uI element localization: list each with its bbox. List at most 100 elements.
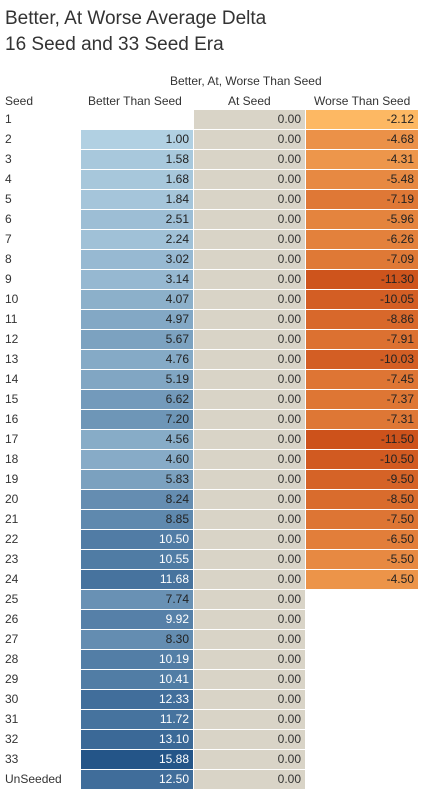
worse-value: -2.12 (306, 110, 418, 129)
at-value: 0.00 (194, 110, 305, 129)
at-value: 0.00 (194, 550, 305, 569)
worse-value: -7.31 (306, 410, 418, 429)
table-row: 33 15.88 0.00 (0, 750, 421, 770)
at-value: 0.00 (194, 210, 305, 229)
table-row: 8 3.02 0.00 -7.09 (0, 250, 421, 270)
at-value: 0.00 (194, 530, 305, 549)
worse-value: -10.50 (306, 450, 418, 469)
worse-value: -7.19 (306, 190, 418, 209)
better-value: 3.02 (81, 250, 193, 269)
seed-label: 26 (5, 612, 19, 626)
table-row: 6 2.51 0.00 -5.96 (0, 210, 421, 230)
at-value: 0.00 (194, 450, 305, 469)
at-value: 0.00 (194, 490, 305, 509)
better-value: 5.19 (81, 370, 193, 389)
seed-label: 10 (5, 292, 19, 306)
worse-value: -8.86 (306, 310, 418, 329)
at-value: 0.00 (194, 350, 305, 369)
at-value: 0.00 (194, 770, 305, 789)
at-value: 0.00 (194, 310, 305, 329)
worse-value: -5.50 (306, 550, 418, 569)
worse-value: -6.26 (306, 230, 418, 249)
at-value: 0.00 (194, 590, 305, 609)
worse-value: -7.37 (306, 390, 418, 409)
column-header-better: Better Than Seed (88, 94, 182, 108)
seed-label: 24 (5, 572, 19, 586)
worse-value: -4.68 (306, 130, 418, 149)
better-value: 10.41 (81, 670, 193, 689)
at-value: 0.00 (194, 130, 305, 149)
seed-label: 1 (5, 112, 12, 126)
table-row: 28 10.19 0.00 (0, 650, 421, 670)
seed-label: 28 (5, 652, 19, 666)
table-row: 24 11.68 0.00 -4.50 (0, 570, 421, 590)
at-value: 0.00 (194, 330, 305, 349)
better-value: 4.56 (81, 430, 193, 449)
worse-value: -5.48 (306, 170, 418, 189)
better-value: 4.76 (81, 350, 193, 369)
table-row: 19 5.83 0.00 -9.50 (0, 470, 421, 490)
seed-label: 25 (5, 592, 19, 606)
seed-label: 2 (5, 132, 12, 146)
better-value: 8.85 (81, 510, 193, 529)
at-value: 0.00 (194, 370, 305, 389)
seed-label: 17 (5, 432, 19, 446)
table-row: 25 7.74 0.00 (0, 590, 421, 610)
at-value: 0.00 (194, 430, 305, 449)
seed-label: 23 (5, 552, 19, 566)
chart-title: Better, At Worse Average Delta (5, 8, 267, 29)
worse-value: -6.50 (306, 530, 418, 549)
at-value: 0.00 (194, 390, 305, 409)
at-value: 0.00 (194, 410, 305, 429)
at-value: 0.00 (194, 670, 305, 689)
table-row: UnSeeded 12.50 0.00 (0, 770, 421, 790)
seed-label: 33 (5, 752, 19, 766)
better-value: 4.97 (81, 310, 193, 329)
seed-label: 31 (5, 712, 19, 726)
table-row: 11 4.97 0.00 -8.86 (0, 310, 421, 330)
worse-value: -4.50 (306, 570, 418, 589)
table-row: 10 4.07 0.00 -10.05 (0, 290, 421, 310)
table-row: 3 1.58 0.00 -4.31 (0, 150, 421, 170)
seed-label: 14 (5, 372, 19, 386)
seed-label: 12 (5, 332, 19, 346)
worse-value: -7.91 (306, 330, 418, 349)
seed-label: 29 (5, 672, 19, 686)
better-value: 9.92 (81, 610, 193, 629)
better-value: 2.24 (81, 230, 193, 249)
table-row: 29 10.41 0.00 (0, 670, 421, 690)
column-header-at: At Seed (228, 94, 271, 108)
seed-label: 20 (5, 492, 19, 506)
worse-value: -5.96 (306, 210, 418, 229)
seed-label: UnSeeded (5, 772, 62, 786)
better-value: 6.62 (81, 390, 193, 409)
seed-label: 7 (5, 232, 12, 246)
column-group-header-label: Better, At, Worse Than Seed (170, 74, 322, 88)
at-value: 0.00 (194, 750, 305, 769)
table-row: 20 8.24 0.00 -8.50 (0, 490, 421, 510)
seed-label: 4 (5, 172, 12, 186)
worse-value: -7.45 (306, 370, 418, 389)
seed-label: 19 (5, 472, 19, 486)
seed-label: 27 (5, 632, 19, 646)
table-row: 31 11.72 0.00 (0, 710, 421, 730)
worse-value: -4.31 (306, 150, 418, 169)
at-value: 0.00 (194, 270, 305, 289)
worse-value: -11.50 (306, 430, 418, 449)
table-row: 26 9.92 0.00 (0, 610, 421, 630)
better-value: 10.55 (81, 550, 193, 569)
seed-label: 9 (5, 272, 12, 286)
table-row: 22 10.50 0.00 -6.50 (0, 530, 421, 550)
better-value: 7.20 (81, 410, 193, 429)
better-value: 4.07 (81, 290, 193, 309)
better-value: 1.58 (81, 150, 193, 169)
at-value: 0.00 (194, 570, 305, 589)
at-value: 0.00 (194, 610, 305, 629)
table-row: 4 1.68 0.00 -5.48 (0, 170, 421, 190)
better-value: 8.30 (81, 630, 193, 649)
at-value: 0.00 (194, 230, 305, 249)
better-value: 10.19 (81, 650, 193, 669)
table-row: 21 8.85 0.00 -7.50 (0, 510, 421, 530)
better-value: 5.67 (81, 330, 193, 349)
seed-label: 22 (5, 532, 19, 546)
